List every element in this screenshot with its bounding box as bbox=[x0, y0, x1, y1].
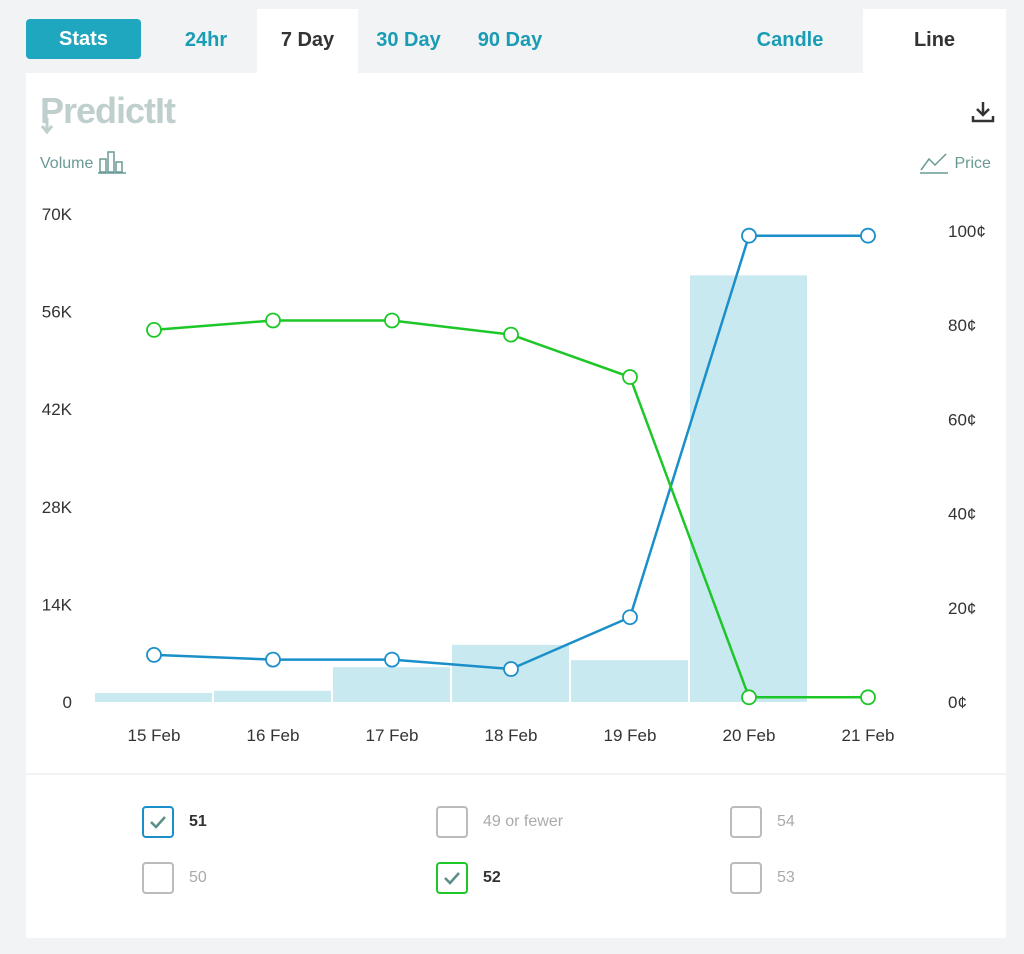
series-point-51 bbox=[265, 651, 281, 668]
legend-checkbox[interactable] bbox=[730, 806, 762, 838]
price-tick-label: 20¢ bbox=[948, 599, 976, 618]
series-point-52 bbox=[384, 312, 400, 329]
volume-bar bbox=[214, 690, 331, 702]
series-point-51 bbox=[503, 661, 519, 677]
volume-bar bbox=[95, 692, 212, 702]
volume-tick-label: 42K bbox=[42, 400, 73, 419]
volume-tick-label: 70K bbox=[42, 205, 73, 224]
legend-checkbox[interactable] bbox=[436, 862, 468, 894]
legend-item-51[interactable]: 51 bbox=[142, 806, 207, 838]
stats-button[interactable]: Stats bbox=[26, 19, 141, 59]
download-icon[interactable] bbox=[970, 100, 996, 124]
x-tick-label: 21 Feb bbox=[842, 726, 895, 745]
volume-bars-icon bbox=[97, 151, 126, 174]
check-icon bbox=[150, 816, 166, 829]
x-tick-label: 17 Feb bbox=[366, 726, 419, 745]
legend-checkbox[interactable] bbox=[436, 806, 468, 838]
legend-item-50[interactable]: 50 bbox=[142, 862, 207, 894]
legend-item-49-or-fewer[interactable]: 49 or fewer bbox=[436, 806, 563, 838]
series-point-51 bbox=[384, 651, 400, 668]
tab-candle[interactable]: Candle bbox=[756, 29, 824, 51]
series-point-52 bbox=[622, 369, 638, 385]
volume-label: Volume bbox=[40, 155, 94, 172]
x-tick-label: 19 Feb bbox=[604, 726, 657, 745]
volume-tick-label: 0 bbox=[63, 693, 72, 712]
price-axis-caption: Price bbox=[920, 150, 991, 174]
legend-checkbox[interactable] bbox=[142, 862, 174, 894]
legend-checkbox[interactable] bbox=[730, 862, 762, 894]
legend-item-53[interactable]: 53 bbox=[730, 862, 795, 894]
volume-bar bbox=[690, 275, 807, 702]
x-tick-label: 20 Feb bbox=[723, 726, 776, 745]
legend-item-52[interactable]: 52 bbox=[436, 862, 501, 894]
logo-arrow-icon bbox=[40, 118, 54, 134]
legend-label: 51 bbox=[189, 813, 207, 830]
series-point-52 bbox=[265, 312, 281, 329]
volume-bar bbox=[571, 660, 688, 702]
tab-bar: Stats 24hr 7 Day 30 Day 90 Day Candle Li… bbox=[26, 9, 1006, 73]
series-point-52 bbox=[503, 326, 519, 343]
volume-tick-label: 56K bbox=[42, 303, 73, 322]
price-label: Price bbox=[954, 155, 991, 172]
tab-90-day[interactable]: 90 Day bbox=[477, 29, 543, 51]
x-tick-label: 16 Feb bbox=[247, 726, 300, 745]
predictit-logo: PredictIt bbox=[40, 90, 176, 131]
legend-label: 50 bbox=[189, 869, 207, 886]
legend-label: 52 bbox=[483, 869, 501, 886]
tab-line[interactable]: Line bbox=[863, 9, 1006, 73]
volume-bar bbox=[333, 667, 450, 702]
legend-card bbox=[26, 775, 1006, 938]
volume-tick-label: 28K bbox=[42, 498, 73, 517]
volume-tick-label: 14K bbox=[42, 595, 73, 614]
legend-label: 53 bbox=[777, 869, 795, 886]
price-tick-label: 40¢ bbox=[948, 505, 976, 524]
price-line-icon bbox=[920, 153, 948, 174]
tab-7-day[interactable]: 7 Day bbox=[257, 9, 358, 73]
check-icon bbox=[444, 872, 460, 885]
series-point-51 bbox=[741, 227, 757, 244]
price-tick-label: 60¢ bbox=[948, 410, 976, 429]
series-point-52 bbox=[741, 689, 757, 706]
price-tick-label: 0¢ bbox=[948, 693, 967, 712]
tab-24hr[interactable]: 24hr bbox=[184, 29, 228, 51]
series-point-51 bbox=[146, 647, 162, 663]
price-tick-label: 80¢ bbox=[948, 316, 976, 335]
x-tick-label: 18 Feb bbox=[485, 726, 538, 745]
tab-30-day[interactable]: 30 Day bbox=[376, 29, 441, 51]
legend-checkbox[interactable] bbox=[142, 806, 174, 838]
legend-label: 49 or fewer bbox=[483, 813, 564, 830]
legend-label: 54 bbox=[777, 813, 795, 830]
series-point-51 bbox=[860, 227, 876, 244]
series-point-52 bbox=[146, 322, 162, 338]
x-tick-label: 15 Feb bbox=[128, 726, 181, 745]
series-point-51 bbox=[622, 609, 638, 626]
price-tick-label: 100¢ bbox=[948, 222, 986, 241]
legend-item-54[interactable]: 54 bbox=[730, 806, 795, 838]
volume-axis-caption: Volume bbox=[40, 150, 128, 174]
series-point-52 bbox=[860, 689, 876, 706]
